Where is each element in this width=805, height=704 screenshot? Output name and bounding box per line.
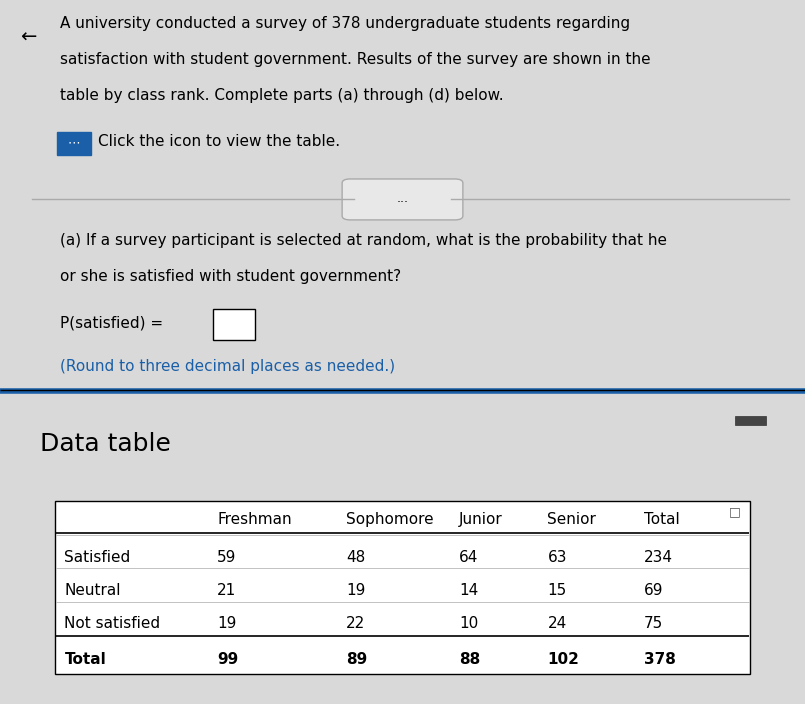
- FancyBboxPatch shape: [213, 309, 255, 340]
- Text: Junior: Junior: [459, 512, 502, 527]
- Text: 69: 69: [644, 583, 663, 598]
- Text: 48: 48: [346, 550, 365, 565]
- Text: P(satisfied) =: P(satisfied) =: [60, 315, 163, 330]
- Text: 75: 75: [644, 616, 663, 631]
- Text: Satisfied: Satisfied: [64, 550, 130, 565]
- Text: Sophomore: Sophomore: [346, 512, 434, 527]
- Text: (Round to three decimal places as needed.): (Round to three decimal places as needed…: [60, 359, 395, 374]
- Text: 89: 89: [346, 652, 367, 667]
- Text: (a) If a survey participant is selected at random, what is the probability that : (a) If a survey participant is selected …: [60, 233, 667, 248]
- Text: 19: 19: [217, 616, 237, 631]
- Text: 19: 19: [346, 583, 365, 598]
- Text: satisfaction with student government. Results of the survey are shown in the: satisfaction with student government. Re…: [60, 52, 651, 67]
- FancyBboxPatch shape: [735, 416, 766, 425]
- Text: 21: 21: [217, 583, 237, 598]
- Text: 378: 378: [644, 652, 676, 667]
- Text: Neutral: Neutral: [64, 583, 121, 598]
- Text: or she is satisfied with student government?: or she is satisfied with student governm…: [60, 269, 402, 284]
- Text: 88: 88: [459, 652, 480, 667]
- Text: 99: 99: [217, 652, 238, 667]
- Text: 234: 234: [644, 550, 673, 565]
- Text: Click the icon to view the table.: Click the icon to view the table.: [98, 134, 341, 149]
- Text: ...: ...: [397, 191, 408, 205]
- Text: 14: 14: [459, 583, 478, 598]
- Text: Total: Total: [64, 652, 106, 667]
- Text: 10: 10: [459, 616, 478, 631]
- Text: 24: 24: [547, 616, 567, 631]
- Text: 102: 102: [547, 652, 580, 667]
- Text: 15: 15: [547, 583, 567, 598]
- Text: A university conducted a survey of 378 undergraduate students regarding: A university conducted a survey of 378 u…: [60, 16, 630, 31]
- Text: table by class rank. Complete parts (a) through (d) below.: table by class rank. Complete parts (a) …: [60, 88, 504, 103]
- FancyBboxPatch shape: [57, 132, 91, 156]
- Text: ⋯: ⋯: [68, 136, 80, 149]
- Text: 22: 22: [346, 616, 365, 631]
- Text: □: □: [729, 505, 741, 519]
- FancyBboxPatch shape: [55, 501, 750, 674]
- Text: ←: ←: [20, 28, 36, 47]
- Text: 63: 63: [547, 550, 567, 565]
- FancyBboxPatch shape: [342, 179, 463, 220]
- Text: Data table: Data table: [40, 432, 171, 455]
- Text: Total: Total: [644, 512, 679, 527]
- Text: Senior: Senior: [547, 512, 597, 527]
- Text: Freshman: Freshman: [217, 512, 292, 527]
- Text: 59: 59: [217, 550, 237, 565]
- Text: 64: 64: [459, 550, 478, 565]
- Text: Not satisfied: Not satisfied: [64, 616, 160, 631]
